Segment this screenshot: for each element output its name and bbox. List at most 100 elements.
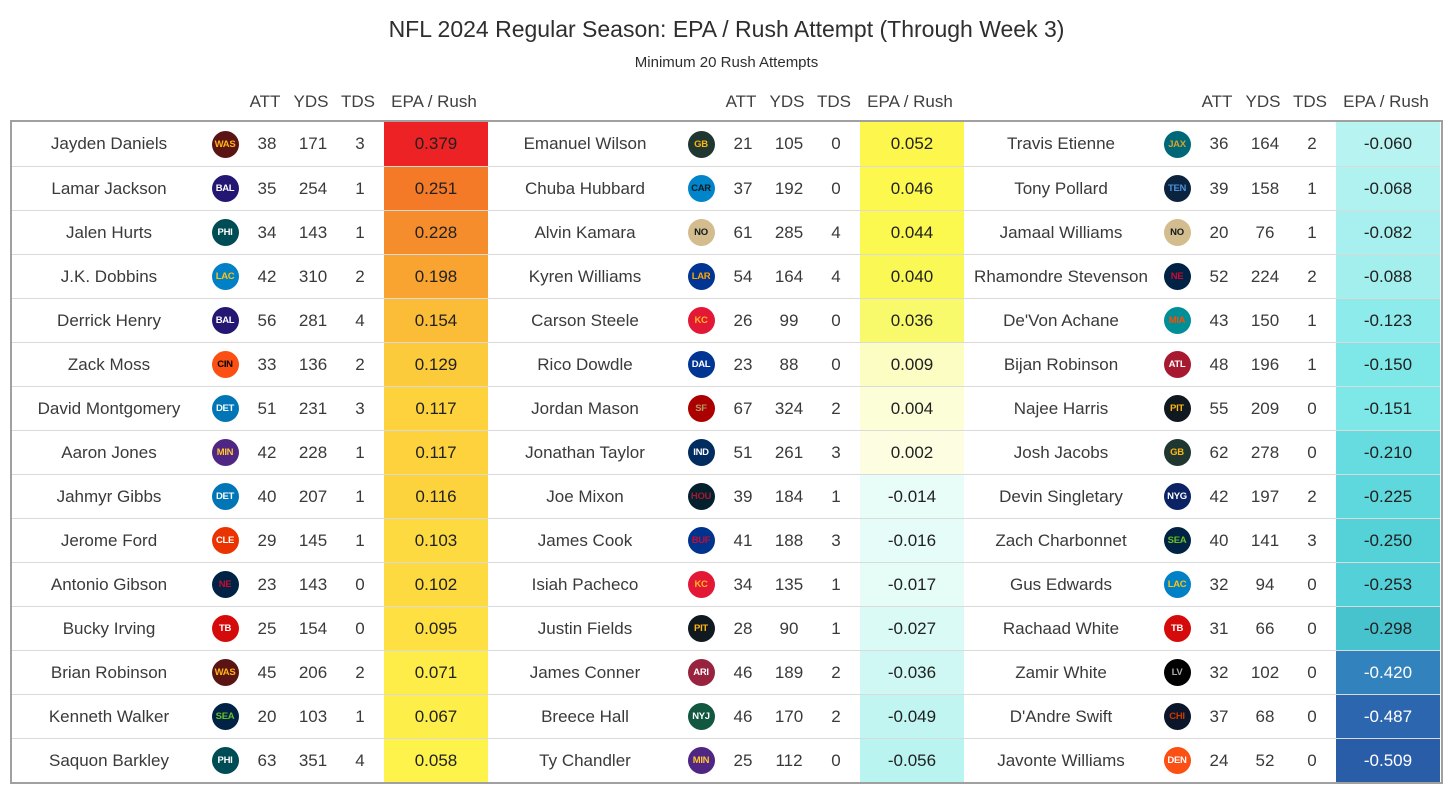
att-value: 38 xyxy=(257,134,277,153)
yds-value: 261 xyxy=(774,442,804,462)
table-column: Jayden Daniels WAS 38 171 3 0.379 Lamar Jackso… xyxy=(12,122,488,782)
table-row: Brian Robinson WAS 45 206 2 0.071 xyxy=(12,650,488,694)
team-logo-cell: LAC xyxy=(206,255,244,298)
yds-value: 154 xyxy=(298,618,328,638)
yds-value: 184 xyxy=(774,486,804,506)
yds-value: 228 xyxy=(298,442,328,462)
team-logo-cell: LAC xyxy=(1158,563,1196,606)
table-row: Jerome Ford CLE 29 145 1 0.103 xyxy=(12,518,488,562)
yds-value: 105 xyxy=(774,134,804,153)
att-value: 31 xyxy=(1209,618,1229,638)
yds-value: 135 xyxy=(774,574,804,594)
att-value: 34 xyxy=(257,222,277,242)
tds-value: 3 xyxy=(1307,530,1317,550)
tds-value: 1 xyxy=(831,486,841,506)
table-row: Jalen Hurts PHI 34 143 1 0.228 xyxy=(12,210,488,254)
att-value: 46 xyxy=(733,706,753,726)
player-name: Jamaal Williams xyxy=(999,222,1123,242)
table-column: Emanuel Wilson GB 21 105 0 0.052 Chuba Hubbard… xyxy=(488,122,964,782)
team-logo-cell: TEN xyxy=(1158,167,1196,210)
epa-value: 0.379 xyxy=(384,122,488,166)
att-value: 62 xyxy=(1209,442,1229,462)
player-name: Bucky Irving xyxy=(62,618,156,638)
team-logo-cell: GB xyxy=(1158,431,1196,474)
table-row: Bijan Robinson ATL 48 196 1 -0.150 xyxy=(964,342,1440,386)
tds-value: 1 xyxy=(355,706,365,726)
tds-value: 0 xyxy=(1307,662,1317,682)
team-logo-icon: NO xyxy=(1163,219,1191,246)
team-logo-icon: NYJ xyxy=(687,703,715,730)
team-logo-cell: NO xyxy=(1158,211,1196,254)
team-logo-icon: ARI xyxy=(687,659,715,686)
att-value: 43 xyxy=(1209,310,1229,330)
team-logo-cell: SEA xyxy=(1158,519,1196,562)
att-value: 36 xyxy=(1209,134,1229,153)
tds-value: 2 xyxy=(831,662,841,682)
page-subtitle: Minimum 20 Rush Attempts xyxy=(634,54,819,71)
yds-value: 99 xyxy=(779,310,799,330)
yds-value: 170 xyxy=(774,706,804,726)
player-name: Gus Edwards xyxy=(1009,574,1113,594)
player-name: Jerome Ford xyxy=(60,530,158,550)
tds-value: 0 xyxy=(355,574,365,594)
yds-value: 76 xyxy=(1255,222,1275,242)
yds-value: 278 xyxy=(1250,442,1280,462)
att-value: 24 xyxy=(1209,750,1229,770)
player-name: Devin Singletary xyxy=(999,486,1123,506)
team-logo-icon: PHI xyxy=(211,747,239,774)
team-logo-icon: NYG xyxy=(1163,483,1191,510)
att-value: 39 xyxy=(1209,178,1229,198)
team-logo-cell: WAS xyxy=(206,122,244,166)
team-logo-icon: ATL xyxy=(1163,351,1191,378)
att-value: 35 xyxy=(257,178,277,198)
table-row: Emanuel Wilson GB 21 105 0 0.052 xyxy=(488,122,964,166)
tds-value: 3 xyxy=(831,530,841,550)
epa-value: -0.056 xyxy=(860,739,964,782)
att-value: 37 xyxy=(1209,706,1229,726)
att-value: 42 xyxy=(1209,486,1229,506)
tds-value: 0 xyxy=(1307,574,1317,594)
team-logo-icon: TB xyxy=(211,615,239,642)
table-row: Zach Charbonnet SEA 40 141 3 -0.250 xyxy=(964,518,1440,562)
player-name: Aaron Jones xyxy=(61,442,157,462)
team-logo-icon: TB xyxy=(1163,615,1191,642)
yds-value: 112 xyxy=(775,750,803,770)
column-header: TDS xyxy=(817,92,851,111)
table-row: Bucky Irving TB 25 154 0 0.095 xyxy=(12,606,488,650)
player-name: James Conner xyxy=(529,662,641,682)
epa-value: -0.210 xyxy=(1336,431,1440,474)
tds-value: 1 xyxy=(1307,310,1317,330)
player-name: Jonathan Taylor xyxy=(525,442,645,462)
table-row: Chuba Hubbard CAR 37 192 0 0.046 xyxy=(488,166,964,210)
att-value: 51 xyxy=(257,398,277,418)
epa-value: -0.014 xyxy=(860,475,964,518)
table-row: D'Andre Swift CHI 37 68 0 -0.487 xyxy=(964,694,1440,738)
table-row: Carson Steele KC 26 99 0 0.036 xyxy=(488,298,964,342)
epa-value: -0.017 xyxy=(860,563,964,606)
player-name: Javonte Williams xyxy=(997,750,1125,770)
player-name: Jalen Hurts xyxy=(66,222,152,242)
tds-value: 1 xyxy=(1307,222,1317,242)
att-value: 48 xyxy=(1209,354,1229,374)
table-header: ATT YDS TDS EPA / Rush ATT YDS TDS EPA / Rush AT… xyxy=(10,84,1443,120)
table-row: Antonio Gibson NE 23 143 0 0.102 xyxy=(12,562,488,606)
team-logo-cell: BUF xyxy=(682,519,720,562)
team-logo-cell: DET xyxy=(206,387,244,430)
table-row: Jayden Daniels WAS 38 171 3 0.379 xyxy=(12,122,488,166)
epa-value: -0.225 xyxy=(1336,475,1440,518)
player-name: Brian Robinson xyxy=(50,662,168,682)
team-logo-icon: BAL xyxy=(211,307,239,334)
att-value: 23 xyxy=(257,574,277,594)
team-logo-icon: LAR xyxy=(687,263,715,290)
table-row: Derrick Henry BAL 56 281 4 0.154 xyxy=(12,298,488,342)
column-header: TDS xyxy=(1293,92,1327,111)
table-row: Jordan Mason SF 67 324 2 0.004 xyxy=(488,386,964,430)
yds-value: 171 xyxy=(298,134,328,153)
player-name: Najee Harris xyxy=(1013,398,1109,418)
table-row: Josh Jacobs GB 62 278 0 -0.210 xyxy=(964,430,1440,474)
table-column: Travis Etienne JAX 36 164 2 -0.060 Tony Pollar… xyxy=(964,122,1440,782)
team-logo-icon: WAS xyxy=(211,130,239,158)
epa-value: -0.151 xyxy=(1336,387,1440,430)
table-row: James Conner ARI 46 189 2 -0.036 xyxy=(488,650,964,694)
team-logo-cell: DET xyxy=(206,475,244,518)
